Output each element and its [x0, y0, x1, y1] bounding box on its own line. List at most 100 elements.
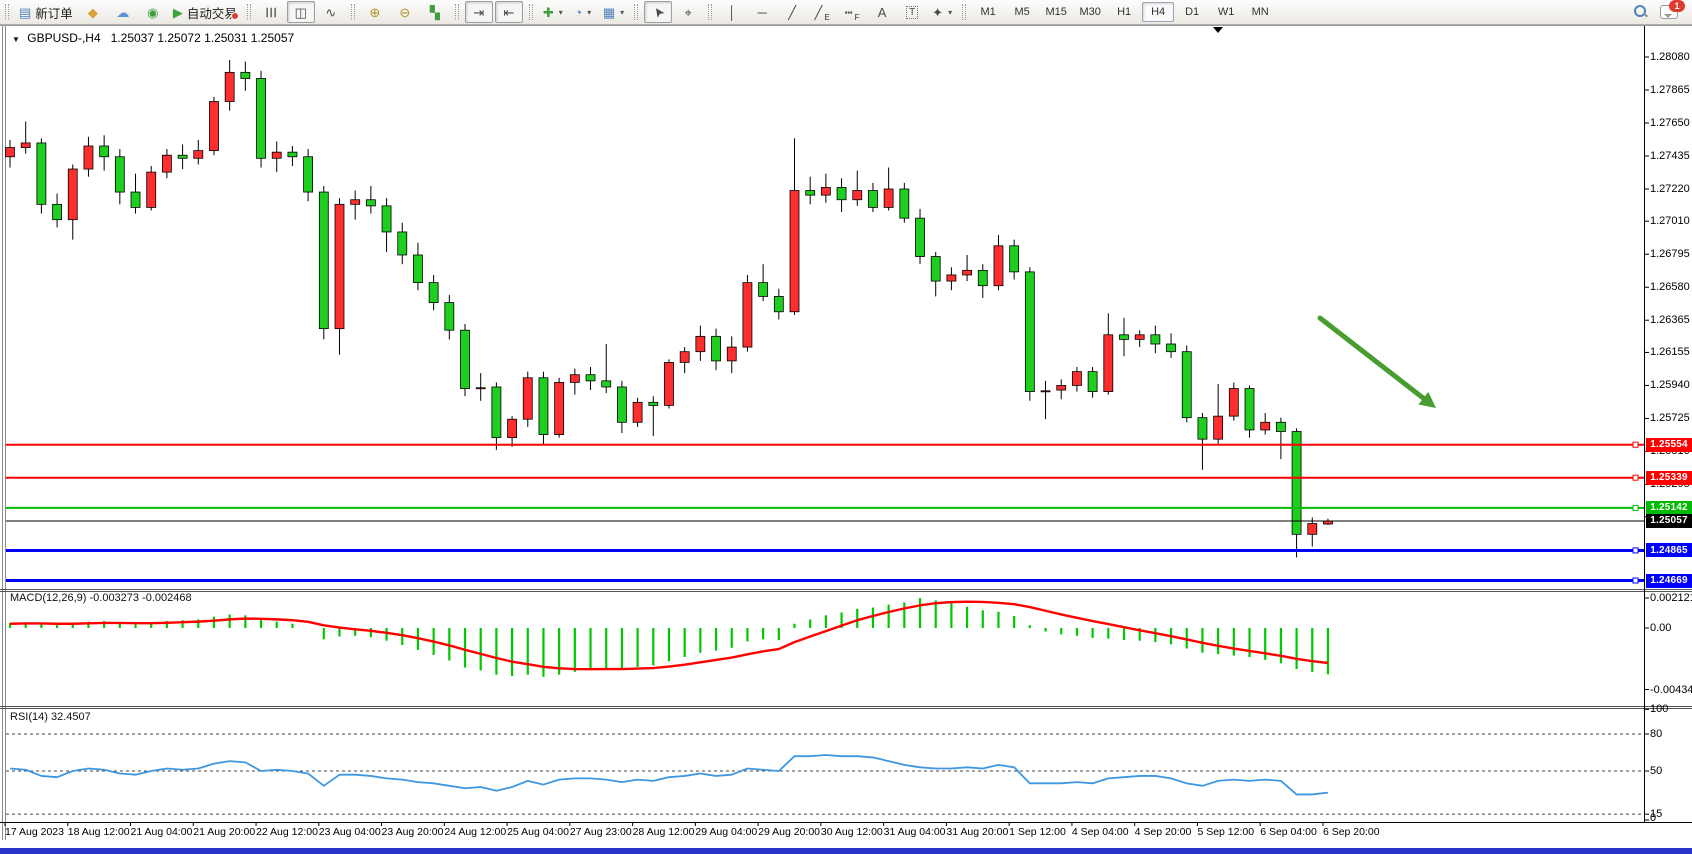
styler-bucket-button[interactable]: ◆	[79, 1, 107, 23]
trend-arrow[interactable]	[1317, 315, 1426, 401]
date-axis-label: 29 Aug 20:00	[758, 826, 821, 838]
vertical-line-button[interactable]: │	[718, 1, 746, 23]
chat-icon[interactable]: 1	[1660, 0, 1685, 19]
candle	[161, 154, 172, 173]
candle	[1181, 351, 1192, 419]
new-order-icon: ▤	[19, 4, 32, 20]
cursor-button[interactable]: ➤	[644, 1, 673, 23]
trend-arrow-head[interactable]	[1418, 391, 1436, 408]
candle	[554, 381, 565, 435]
auto-scroll-button[interactable]: ⇥	[464, 1, 493, 23]
templates-button[interactable]: ▦ ▾	[599, 1, 628, 23]
signals-icon: ◉	[147, 4, 159, 20]
periods-icon: ◔	[574, 4, 583, 20]
vertical-line-icon: │	[728, 4, 737, 20]
candle	[852, 190, 863, 201]
candle	[303, 156, 314, 193]
dropdown-caret-icon: ▾	[620, 7, 625, 17]
timeframe-m5-button[interactable]: M5	[1014, 6, 1030, 18]
price-axis-label: 1.25725	[1650, 412, 1690, 425]
search-icon[interactable]	[1634, 5, 1648, 19]
text-label-button[interactable]: T	[898, 1, 926, 23]
indicators-button[interactable]: ✚ ▾	[539, 1, 567, 23]
candle	[397, 231, 408, 256]
candle	[475, 387, 486, 390]
line-handle[interactable]	[1632, 504, 1639, 511]
cursor-icon: ➤	[648, 3, 668, 21]
rsi-axis-label: 100	[1650, 703, 1669, 716]
toolbar-right: 1	[1634, 0, 1692, 19]
toolbar-group-handle	[454, 4, 459, 20]
candle	[726, 346, 737, 362]
text-button[interactable]: A	[868, 1, 896, 23]
price-axis-label: 1.27010	[1650, 215, 1690, 228]
price-axis-label: 1.27220	[1650, 182, 1690, 195]
indicators-icon: ✚	[542, 4, 554, 20]
candle	[679, 351, 690, 363]
candle	[1087, 371, 1098, 392]
zoom-in-button[interactable]: ⊕	[361, 1, 389, 23]
line-handle[interactable]	[1632, 441, 1639, 448]
arrows-button[interactable]: ✦ ▾	[928, 1, 956, 23]
equidistant-channel-button[interactable]: ╱ E	[814, 4, 830, 23]
date-axis-label: 17 Aug 2023	[5, 826, 64, 838]
trendline-button[interactable]: ╱	[778, 1, 806, 23]
timeframe-m15-button[interactable]: M15	[1045, 6, 1067, 18]
date-axis-label: 6 Sep 20:00	[1322, 826, 1380, 838]
dropdown-caret-icon: ▾	[587, 7, 592, 17]
timeframe-d1-button[interactable]: D1	[1185, 6, 1200, 18]
timeframe-w1-button[interactable]: W1	[1217, 6, 1235, 18]
zoom-out-button[interactable]: ⊖	[391, 1, 419, 23]
candlestick-chart-button[interactable]: ◫	[286, 1, 315, 23]
chart-title[interactable]: ▼ GBPUSD-,H4 1.25037 1.25072 1.25031 1.2…	[12, 31, 294, 45]
crosshair-button[interactable]: ⌖	[674, 1, 702, 23]
tile-windows-button[interactable]: ▚	[421, 1, 449, 23]
new-order-button[interactable]: ▤ 新订单	[15, 1, 77, 23]
horizontal-line-button[interactable]: ─	[748, 1, 776, 23]
date-axis-label: 25 Aug 04:00	[507, 826, 569, 838]
auto-trading-status-dot	[230, 12, 239, 20]
candle	[664, 362, 674, 406]
fibonacci-button[interactable]: ┅ F	[844, 4, 860, 23]
chart-shift-button[interactable]: ⇤	[494, 1, 523, 23]
periods-button[interactable]: ◔ ▾	[569, 1, 597, 23]
bar-chart-button[interactable]: ☰	[257, 1, 285, 23]
line-handle[interactable]	[1632, 474, 1639, 481]
timeframe-mn-button[interactable]: MN	[1251, 6, 1269, 18]
line-handle[interactable]	[1632, 577, 1639, 584]
timeframe-h1-button[interactable]: H1	[1117, 6, 1132, 18]
timeframe-h4-button[interactable]: H4	[1142, 2, 1175, 22]
chart-shift-marker-icon[interactable]	[1213, 27, 1223, 33]
price-axis-label: 1.26795	[1650, 248, 1690, 261]
signals-button[interactable]: ◉	[139, 1, 167, 23]
timeframe-m30-button[interactable]: M30	[1079, 6, 1101, 18]
candle	[946, 274, 957, 282]
macd-axis-label: 0.00	[1650, 622, 1672, 634]
candle	[36, 142, 47, 205]
community-profile-button[interactable]: ☁	[109, 1, 137, 23]
price-axis-label: 1.27865	[1650, 83, 1690, 96]
price-badge: 1.24669	[1646, 573, 1692, 588]
candle	[52, 203, 62, 221]
candle	[209, 101, 219, 152]
timeframe-m1-button[interactable]: M1	[980, 6, 996, 18]
candle	[883, 188, 894, 208]
candle	[538, 377, 549, 435]
candle	[1260, 421, 1271, 431]
date-axis-label: 22 Aug 12:00	[256, 826, 318, 838]
date-axis-label: 21 Aug 20:00	[193, 826, 256, 838]
date-axis-label: 31 Aug 20:00	[946, 826, 1009, 838]
auto-trading-button[interactable]: ▶ 自动交易	[169, 1, 241, 23]
macd-label: MACD(12,26,9) -0.003273 -0.002468	[10, 592, 192, 604]
candle	[977, 269, 988, 287]
candle	[773, 296, 784, 313]
rsi-axis-label: 15	[1650, 808, 1663, 821]
chart-shift-icon: ⇤	[503, 4, 515, 20]
candle	[428, 282, 439, 303]
candle	[1103, 334, 1114, 392]
line-chart-button[interactable]: ∿	[317, 1, 345, 23]
window-bottom-frame	[0, 848, 1692, 854]
candle	[334, 203, 345, 330]
line-handle[interactable]	[1632, 547, 1639, 554]
